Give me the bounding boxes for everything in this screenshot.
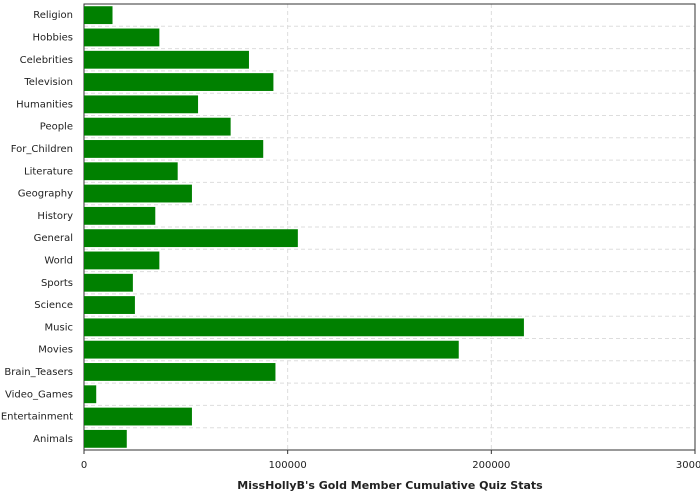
y-tick-label: Science — [34, 300, 73, 311]
bar — [84, 318, 524, 337]
x-tick-label: 300000 — [676, 460, 700, 471]
bar — [84, 429, 127, 448]
y-tick-label: World — [44, 255, 73, 266]
x-tick-label: 0 — [81, 460, 87, 471]
bar — [84, 95, 199, 114]
y-tick-label: Humanities — [16, 99, 73, 110]
y-tick-label: Video_Games — [5, 389, 73, 400]
x-tick-label: 200000 — [472, 460, 510, 471]
x-axis-label: MissHollyB's Gold Member Cumulative Quiz… — [237, 479, 543, 492]
y-tick-label: Brain_Teasers — [4, 367, 73, 378]
bar — [84, 206, 156, 225]
y-tick-label: History — [37, 211, 73, 222]
y-tick-label: Sports — [41, 278, 73, 289]
y-tick-label: People — [40, 122, 73, 133]
bar — [84, 140, 264, 158]
y-tick-label: Music — [45, 322, 73, 333]
y-tick-label: Television — [23, 77, 73, 88]
y-tick-label: Hobbies — [33, 32, 73, 43]
y-tick-label: Geography — [18, 189, 73, 200]
bar — [84, 340, 459, 359]
bar — [84, 229, 298, 248]
bar — [84, 407, 192, 426]
y-tick-label: General — [34, 233, 73, 244]
bar — [84, 363, 276, 381]
bar — [84, 273, 133, 292]
y-tick-label: Animals — [33, 434, 73, 445]
y-tick-label: Celebrities — [20, 55, 73, 66]
plot-frame — [83, 3, 696, 451]
y-tick-label: For_Children — [11, 144, 73, 155]
y-tick-label: Entertainment — [1, 412, 73, 423]
bar — [84, 251, 160, 270]
bar — [84, 184, 192, 203]
y-tick-label: Literature — [24, 166, 73, 177]
bar — [84, 117, 231, 136]
bar — [84, 296, 135, 314]
y-tick-label: Movies — [38, 345, 73, 356]
bar — [84, 162, 178, 181]
bar — [84, 73, 274, 91]
bar — [84, 6, 113, 25]
bar — [84, 385, 97, 404]
x-tick-label: 100000 — [269, 460, 307, 471]
bar — [84, 28, 160, 47]
bar — [84, 50, 249, 69]
y-tick-label: Religion — [33, 10, 73, 21]
